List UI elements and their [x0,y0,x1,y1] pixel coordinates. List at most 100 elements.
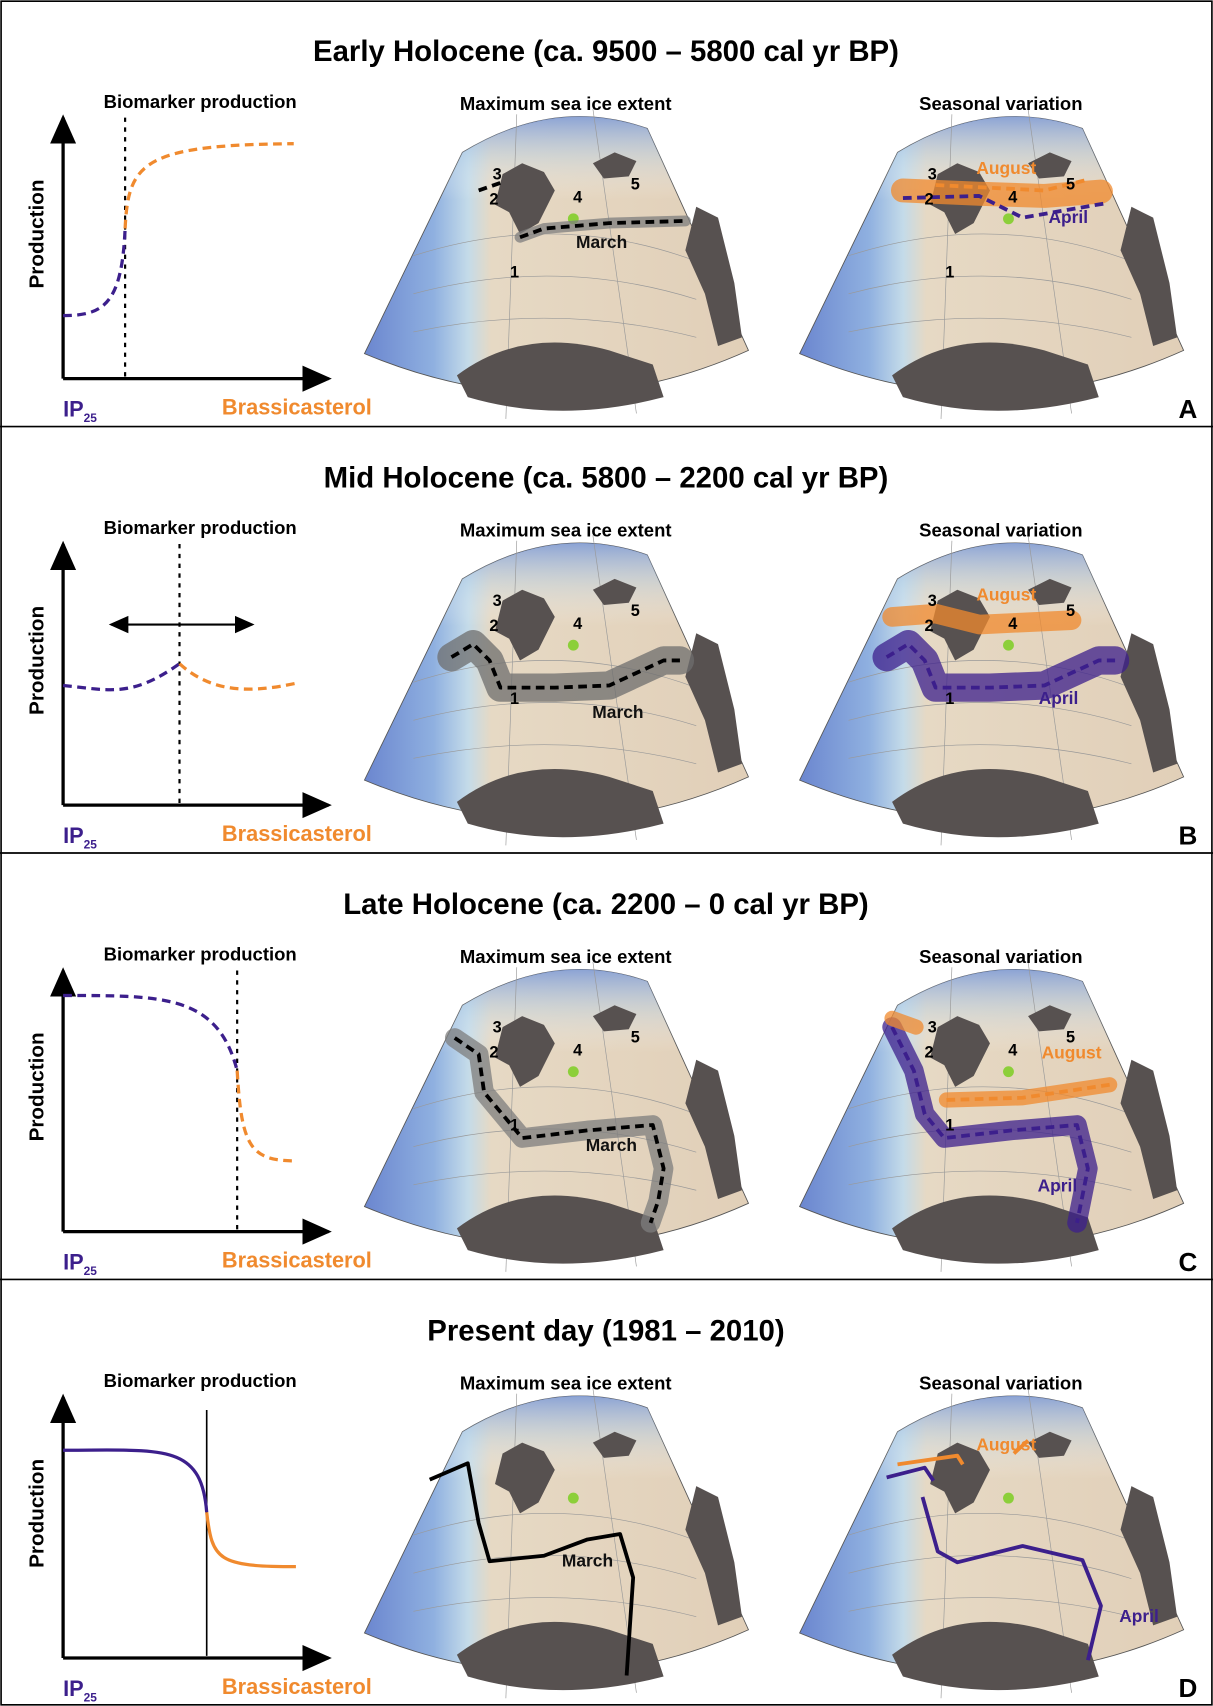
site-number: 3 [928,166,937,184]
panel-title: Late Holocene (ca. 2200 – 0 cal yr BP) [343,888,868,921]
panel: Late Holocene (ca. 2200 – 0 cal yr BP) C B… [0,853,1213,1278]
x-left-subscript: 25 [84,1691,98,1705]
site-number: 4 [1008,1041,1017,1059]
site-number: 3 [493,592,502,610]
panel-letter: C [1179,1247,1198,1277]
month-label: April [1119,1606,1159,1626]
x-left-text: IP [63,823,84,848]
x-left-subscript: 25 [84,411,98,425]
x-right-label: Brassicasterol [222,1247,372,1272]
site-number: 1 [945,264,954,282]
x-right-label: Brassicasterol [222,395,372,420]
site-number: 2 [489,191,498,209]
brassicasterol-curve [207,1512,296,1566]
site-number: 4 [573,615,582,633]
x-left-subscript: 25 [84,1264,98,1278]
panel: Mid Holocene (ca. 5800 – 2200 cal yr BP)… [0,427,1213,852]
site-number: 3 [928,592,937,610]
ip25-curve [63,996,237,1071]
site-number: 5 [631,1028,640,1046]
site-number: 4 [1008,188,1017,206]
site-number: 2 [489,1044,498,1062]
site-number: 5 [1066,602,1075,620]
y-axis-label: Production [26,179,49,288]
ip25-curve [63,229,125,316]
ip25-curve [63,1450,207,1512]
month-label: August [1042,1043,1102,1063]
month-label: August [976,158,1036,178]
site-number: 2 [925,1044,934,1062]
site-marker [1003,640,1014,651]
x-right-label: Brassicasterol [222,821,372,846]
x-left-label: IP25 [63,1250,97,1278]
site-number: 4 [573,1041,582,1059]
x-left-label: IP25 [63,1676,97,1704]
panel-letter: B [1179,820,1198,850]
month-label: August [976,1434,1036,1454]
site-marker [1003,1066,1014,1077]
site-number: 2 [489,617,498,635]
month-label: March [586,1135,637,1155]
x-left-text: IP [63,397,84,422]
map-title: Seasonal variation [919,946,1082,967]
map-title: Maximum sea ice extent [460,946,672,967]
site-number: 4 [1008,615,1017,633]
y-axis-label: Production [26,606,49,715]
site-number: 2 [925,617,934,635]
x-right-label: Brassicasterol [222,1674,372,1699]
ice-band [892,614,1072,625]
graph-title: Biomarker production [104,91,297,112]
map-title: Seasonal variation [919,1372,1082,1393]
month-label: March [592,702,643,722]
site-number: 3 [493,1019,502,1037]
figure: Early Holocene (ca. 9500 – 5800 cal yr B… [0,0,1213,1706]
site-number: 3 [493,166,502,184]
panel: Present day (1981 – 2010) D Biomarker prod… [0,1279,1213,1704]
panel-title: Present day (1981 – 2010) [427,1314,784,1347]
site-number: 4 [573,188,582,206]
site-marker [568,1066,579,1077]
map-title: Seasonal variation [919,519,1082,540]
month-label: April [1039,688,1079,708]
site-number: 5 [1066,175,1075,193]
site-number: 3 [928,1019,937,1037]
site-number: 1 [945,690,954,708]
site-marker [1003,1493,1014,1504]
map-title: Maximum sea ice extent [460,519,672,540]
site-number: 5 [631,602,640,620]
panel-title: Early Holocene (ca. 9500 – 5800 cal yr B… [313,35,899,68]
y-axis-label: Production [26,1459,49,1568]
panel-title: Mid Holocene (ca. 5800 – 2200 cal yr BP) [324,461,889,494]
brassicasterol-curve [125,144,294,229]
x-left-text: IP [63,1250,84,1275]
site-number: 1 [510,1116,519,1134]
month-label: April [1038,1175,1078,1195]
graph-title: Biomarker production [104,517,297,538]
site-number: 1 [945,1116,954,1134]
month-label: March [562,1551,613,1571]
site-marker [568,640,579,651]
panel: Early Holocene (ca. 9500 – 5800 cal yr B… [26,35,1198,425]
graph-title: Biomarker production [104,944,297,965]
site-number: 1 [510,690,519,708]
x-left-label: IP25 [63,397,97,425]
site-marker [1003,213,1014,224]
panel-letter: D [1179,1673,1198,1703]
brassicasterol-curve [180,664,296,689]
panel-letter: A [1179,394,1198,424]
x-left-text: IP [63,1676,84,1701]
site-marker [568,1493,579,1504]
x-left-label: IP25 [63,823,97,851]
map-title: Maximum sea ice extent [460,1372,672,1393]
brassicasterol-curve [237,1071,296,1161]
graph-title: Biomarker production [104,1370,297,1391]
month-label: March [576,232,627,252]
site-number: 1 [510,264,519,282]
ice-band [892,1018,916,1027]
map-title: Seasonal variation [919,93,1082,114]
month-label: August [976,585,1036,605]
x-left-subscript: 25 [84,838,98,852]
site-number: 2 [925,191,934,209]
map-title: Maximum sea ice extent [460,93,672,114]
y-axis-label: Production [26,1032,49,1141]
